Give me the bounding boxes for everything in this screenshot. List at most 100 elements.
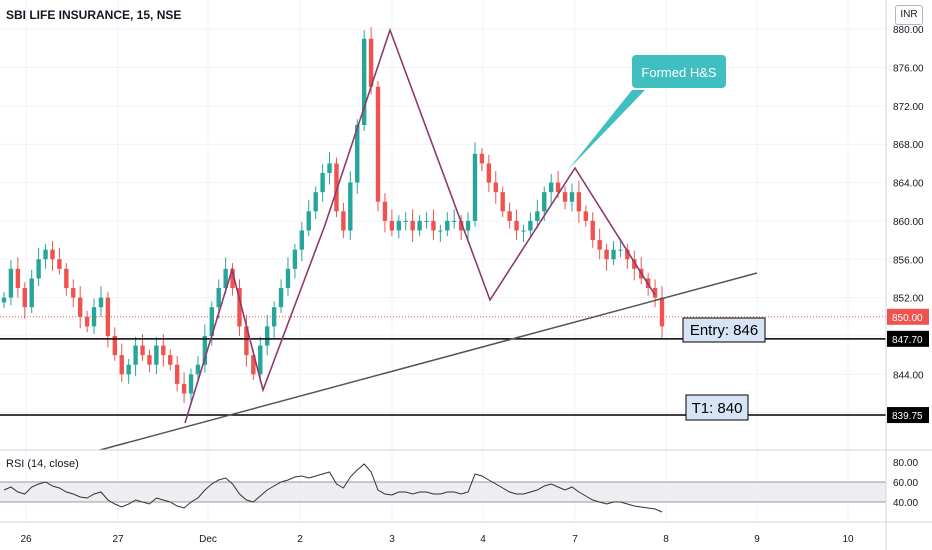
candle-body [209, 307, 214, 336]
x-tick-label: 3 [389, 534, 395, 545]
entry-price-tag-bg [887, 330, 929, 347]
candle-body [71, 288, 76, 298]
candle-body [597, 240, 602, 250]
candle-body [168, 355, 173, 365]
y-tick-label: 844.00 [893, 370, 924, 381]
candle-body [77, 297, 83, 317]
candle-body [472, 153, 478, 221]
candle-body [133, 345, 138, 365]
candle-body [514, 220, 519, 231]
candle-body [583, 211, 589, 221]
candle-body [410, 220, 415, 231]
candle-body [161, 345, 166, 356]
candle-body [84, 316, 90, 327]
candle-body [535, 211, 540, 221]
candle-body [521, 230, 526, 232]
candle-body [625, 249, 630, 260]
rsi-tick-label: 80.00 [893, 458, 918, 469]
candle-body [659, 297, 665, 327]
candles [1, 27, 665, 405]
candle-body [230, 268, 235, 289]
candle-body [105, 297, 111, 336]
candle-body [126, 364, 131, 375]
candle-body [306, 211, 311, 231]
candle-body [548, 182, 554, 193]
candle-body [64, 268, 69, 289]
x-tick-label: 26 [20, 534, 32, 545]
candle-body [458, 220, 464, 231]
candle-body [569, 192, 575, 202]
candle-body [29, 278, 34, 308]
candle-body [438, 230, 443, 232]
rsi-band-fill [0, 482, 886, 502]
candle-body [271, 307, 277, 327]
candle-body [265, 326, 270, 346]
x-tick-label: 2 [297, 534, 303, 545]
candle-body [174, 364, 180, 384]
candle-body [555, 182, 561, 193]
candle-body [652, 288, 658, 298]
entry-price-tag: 847.70 [892, 335, 923, 346]
trendline [99, 272, 758, 451]
candle-body [258, 345, 263, 375]
callout-text: Formed H&S [641, 65, 716, 80]
chart-title: SBI LIFE INSURANCE, 15, NSE [6, 8, 182, 22]
rsi-tick-label: 60.00 [893, 478, 918, 489]
y-tick-label: 872.00 [893, 102, 924, 113]
candle-body [396, 220, 401, 231]
rsi-polyline [3, 463, 663, 513]
currency-badge[interactable]: INR [895, 5, 923, 25]
x-tick-label: 4 [480, 534, 486, 545]
x-tick-label: 7 [572, 534, 578, 545]
candle-body [292, 249, 298, 269]
candle-body [57, 259, 62, 269]
candle-body [348, 182, 353, 231]
candle-body [542, 192, 547, 212]
candle-body [382, 201, 388, 221]
candle-body [479, 153, 485, 164]
candle-body [140, 345, 145, 356]
candle-body [334, 163, 339, 212]
candle-body [486, 163, 492, 183]
candle-body [202, 335, 208, 365]
head-and-shoulders-pattern [184, 27, 656, 424]
callout-pointer [568, 90, 645, 170]
candle-body [576, 192, 582, 212]
candle-body [417, 220, 422, 231]
y-tick-label: 860.00 [893, 217, 924, 228]
candle-body [237, 288, 242, 327]
candle-body [320, 172, 325, 193]
y-tick-label: 852.00 [893, 294, 924, 305]
candle-body [618, 249, 623, 251]
candle-body [327, 163, 332, 173]
candle-body [188, 374, 194, 394]
x-tick-label: 10 [842, 534, 854, 545]
candle-body [15, 268, 21, 289]
grid [0, 0, 886, 522]
candle-body [611, 249, 616, 260]
target-label: T1: 840 [692, 400, 743, 417]
candle-body [299, 230, 305, 250]
target-price-tag-bg [887, 407, 929, 424]
entry-label: Entry: 846 [690, 322, 758, 339]
y-tick-label: 880.00 [893, 25, 924, 36]
candle-body [562, 192, 568, 202]
y-tick-label: 876.00 [893, 64, 924, 75]
candle-body [368, 38, 374, 87]
candle-body [445, 220, 450, 231]
candle-body [341, 211, 346, 231]
candle-body [507, 211, 512, 221]
candle-body [22, 288, 27, 308]
x-tick-label: 27 [112, 534, 124, 545]
candle-body [493, 182, 498, 193]
candle-body [1, 297, 7, 303]
candle-body [278, 288, 284, 308]
candle-body [465, 220, 471, 231]
candle-body [8, 268, 14, 298]
candle-body [632, 259, 637, 269]
entry-box [682, 317, 766, 343]
candle-body [452, 220, 457, 222]
x-tick-label: Dec [199, 534, 217, 545]
